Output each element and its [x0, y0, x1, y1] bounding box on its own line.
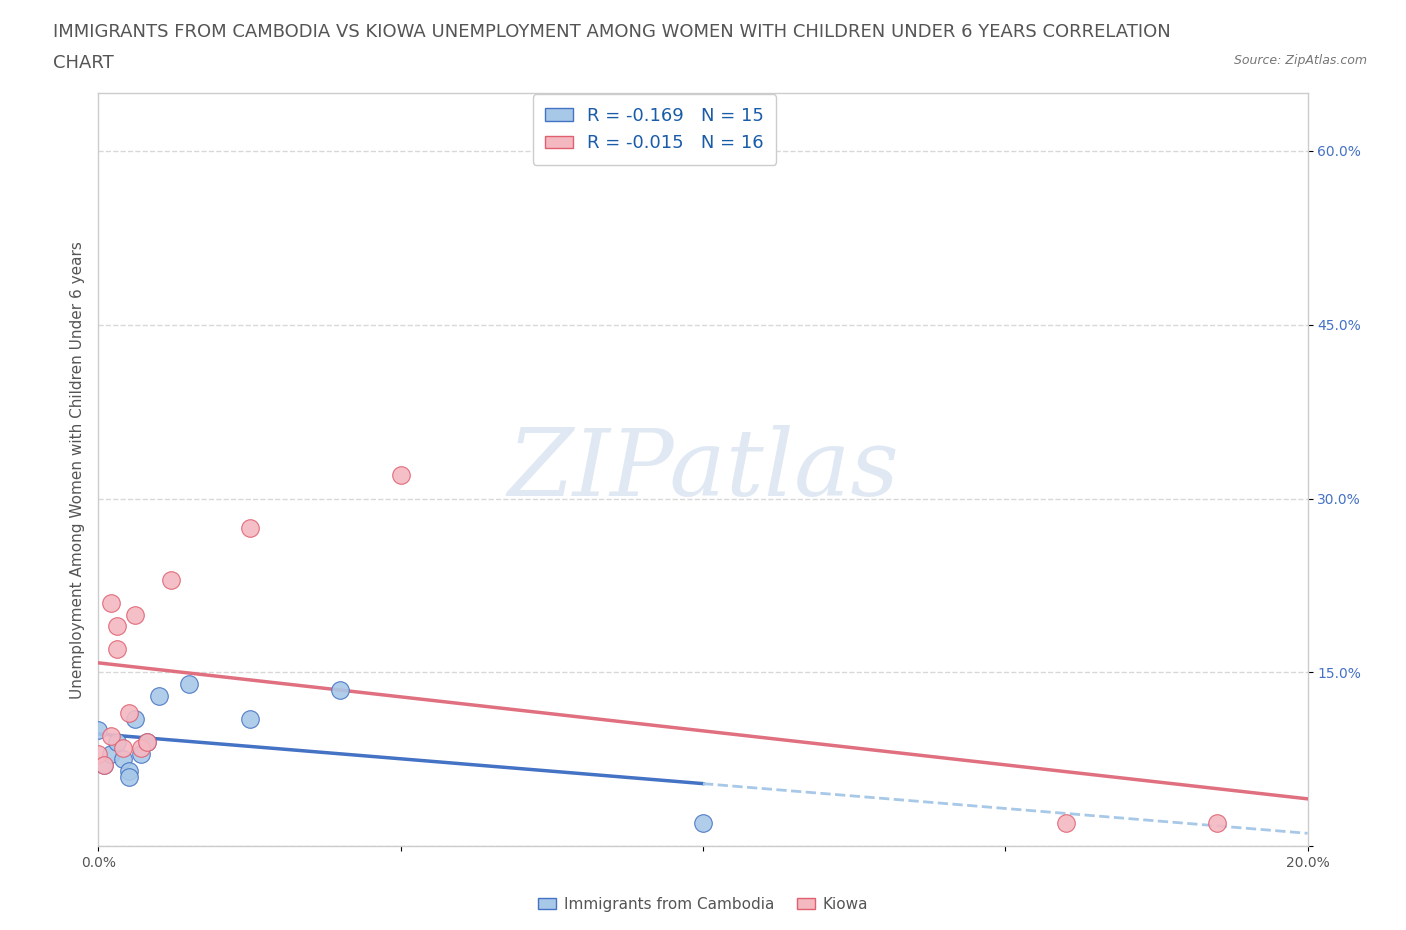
Point: [105, 735, 128, 750]
Point: [135, 735, 157, 750]
Y-axis label: Unemployment Among Women with Children Under 6 years: Unemployment Among Women with Children U…: [69, 241, 84, 698]
Point: [105, 642, 128, 657]
Legend: Immigrants from Cambodia, Kiowa: Immigrants from Cambodia, Kiowa: [531, 891, 875, 918]
Text: ZIPatlas: ZIPatlas: [508, 425, 898, 514]
Point: [118, 764, 141, 778]
Point: [111, 740, 134, 755]
Point: [160, 572, 183, 587]
Point: [179, 677, 201, 692]
Point: [100, 746, 122, 761]
Point: [129, 740, 152, 755]
Point: [111, 752, 134, 767]
Point: [118, 706, 141, 721]
Point: [100, 729, 122, 744]
Point: [124, 711, 146, 726]
Point: [239, 711, 262, 726]
Point: [1206, 816, 1229, 830]
Point: [93, 758, 115, 773]
Point: [87, 746, 110, 761]
Point: [389, 468, 412, 483]
Point: [692, 816, 714, 830]
Point: [148, 688, 170, 703]
Point: [329, 683, 352, 698]
Point: [239, 520, 262, 535]
Point: [135, 735, 157, 750]
Point: [124, 607, 146, 622]
Point: [105, 618, 128, 633]
Legend: R = -0.169   N = 15, R = -0.015   N = 16: R = -0.169 N = 15, R = -0.015 N = 16: [533, 95, 776, 165]
Text: Source: ZipAtlas.com: Source: ZipAtlas.com: [1233, 54, 1367, 67]
Text: CHART: CHART: [53, 54, 114, 72]
Point: [87, 723, 110, 737]
Text: IMMIGRANTS FROM CAMBODIA VS KIOWA UNEMPLOYMENT AMONG WOMEN WITH CHILDREN UNDER 6: IMMIGRANTS FROM CAMBODIA VS KIOWA UNEMPL…: [53, 23, 1171, 41]
Point: [100, 595, 122, 610]
Point: [118, 769, 141, 784]
Point: [93, 758, 115, 773]
Point: [1054, 816, 1077, 830]
Point: [129, 746, 152, 761]
